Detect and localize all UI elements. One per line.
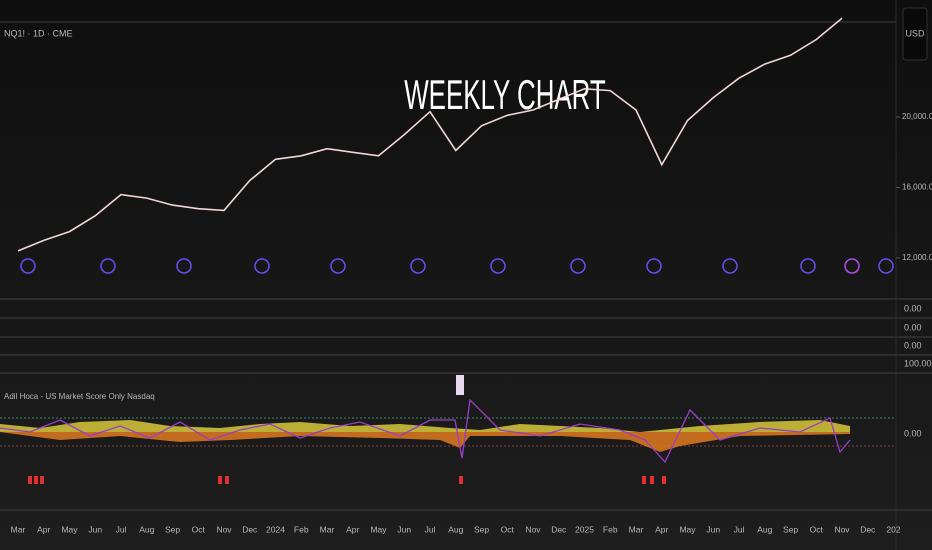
- price-line: [17, 17, 843, 252]
- x-tick-label: Jun: [397, 524, 411, 534]
- watermark: WEEKLY CHART: [404, 73, 606, 119]
- x-tick-label: Dec: [551, 524, 567, 534]
- x-tick-label: Sep: [474, 524, 489, 534]
- x-tick-label: Dec: [860, 524, 876, 534]
- x-tick-label: Jun: [88, 524, 102, 534]
- x-tick-label: Sep: [783, 524, 798, 534]
- x-tick-label: Jul: [116, 524, 127, 534]
- event-icons[interactable]: [20, 258, 894, 274]
- x-tick-label: May: [370, 524, 387, 534]
- x-tick-label: Oct: [810, 524, 824, 534]
- pane-separators: [0, 298, 932, 511]
- x-tick-label: Mar: [629, 524, 644, 534]
- x-tick-label: Nov: [525, 524, 541, 534]
- y-tick-label: 12,000.00: [902, 253, 932, 262]
- x-tick-label: May: [679, 524, 696, 534]
- x-tick-label: Aug: [448, 524, 463, 534]
- x-tick-label: Oct: [501, 524, 515, 534]
- x-tick-label: Apr: [655, 524, 668, 534]
- x-tick-label: Nov: [834, 524, 850, 534]
- x-tick-label: Jul: [425, 524, 436, 534]
- indicator-positive-area: [0, 420, 850, 432]
- indicator-line: [0, 398, 851, 464]
- y-tick-label: 16,000.00: [902, 183, 932, 192]
- x-tick-label: Aug: [757, 524, 772, 534]
- symbol: NQ1! · 1D · CME: [4, 28, 73, 38]
- x-tick-label: Sep: [165, 524, 180, 534]
- x-tick-label: Apr: [346, 524, 359, 534]
- x-tick-label: Apr: [37, 524, 50, 534]
- pane-label: 100.00: [904, 358, 932, 368]
- pane-label: 0.00: [904, 340, 922, 350]
- x-tick-label: Jun: [706, 524, 720, 534]
- pane-label: 0.00: [904, 303, 922, 313]
- x-tick-label: Feb: [294, 524, 309, 534]
- x-tick-label: 2025: [575, 524, 594, 534]
- x-tick-label: Mar: [11, 524, 26, 534]
- currency: USD: [905, 28, 925, 38]
- indicator-title: Adil Hoca - US Market Score Only Nasdaq: [4, 392, 155, 401]
- currency-box[interactable]: [902, 7, 928, 61]
- x-tick-label: 202: [886, 524, 900, 534]
- x-tick-label: Dec: [242, 524, 258, 534]
- y-tick-label: 20,000.00: [902, 112, 932, 121]
- indicator-zero-label: 0.00: [904, 428, 922, 438]
- pane-label: 0.00: [904, 322, 922, 332]
- x-tick-label: Aug: [139, 524, 154, 534]
- signal-markers: [28, 476, 666, 484]
- x-tick-label: Nov: [216, 524, 232, 534]
- x-tick-label: May: [61, 524, 78, 534]
- x-tick-label: Feb: [603, 524, 618, 534]
- x-tick-label: Oct: [192, 524, 206, 534]
- x-tick-label: 2024: [266, 524, 285, 534]
- x-tick-label: Jul: [734, 524, 745, 534]
- indicator-flag: [456, 375, 464, 395]
- x-tick-label: Mar: [320, 524, 335, 534]
